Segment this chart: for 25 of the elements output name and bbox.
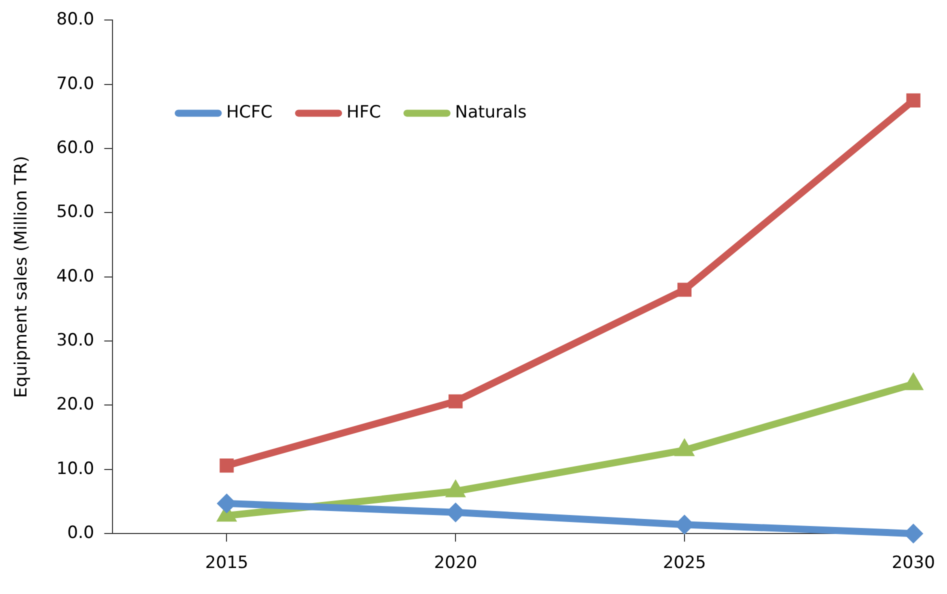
x-tick-label: 2025 (662, 553, 706, 574)
point (904, 525, 922, 542)
legend-label: HCFC (226, 102, 273, 123)
point (447, 504, 464, 521)
y-tick-label: 30.0 (56, 330, 94, 350)
x-tick-label: 2030 (892, 553, 935, 574)
point (906, 93, 920, 108)
x-tick-label: 2015 (205, 553, 248, 574)
legend-label: HFC (346, 102, 381, 123)
y-tick-label: 50.0 (56, 202, 94, 222)
legend-label: Naturals (454, 102, 527, 123)
point (218, 494, 236, 512)
y-tick-label: 40.0 (56, 266, 94, 286)
point (448, 394, 463, 408)
point (220, 458, 234, 473)
y-tick-label: 70.0 (56, 74, 94, 94)
y-tick-label: 20.0 (56, 394, 94, 415)
y-axis-title: Equipment sales (Million TR) (12, 156, 32, 398)
y-tick-label: 10.0 (56, 458, 94, 479)
x-tick-label: 2020 (434, 553, 478, 574)
y-tick-label: 80.0 (56, 10, 94, 30)
y-tick-label: 60.0 (56, 138, 94, 158)
point (677, 282, 692, 297)
y-tick-label: 0.0 (67, 523, 94, 544)
point (676, 516, 693, 534)
